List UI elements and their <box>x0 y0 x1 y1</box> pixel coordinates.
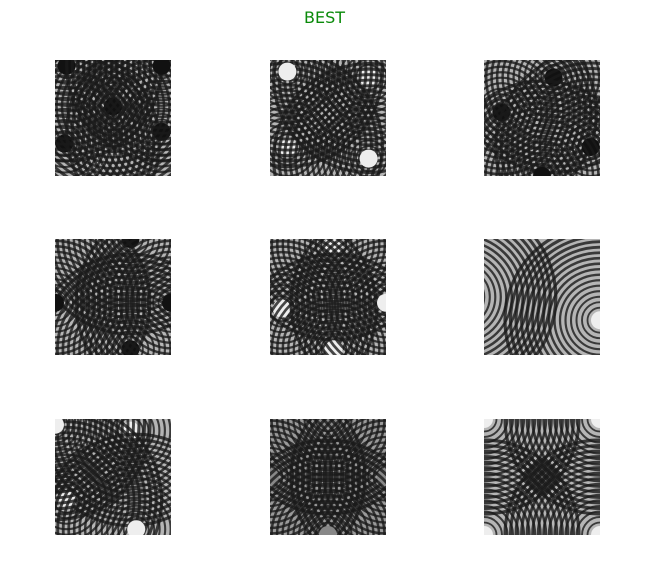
fringe-image-r2c3 <box>484 239 600 355</box>
fringe-image-r1c1 <box>55 60 171 176</box>
fringe-image-r3c1 <box>55 419 171 535</box>
fringe-image-r2c2 <box>270 239 386 355</box>
fringe-image-r2c1 <box>55 239 171 355</box>
fringe-image-r1c2 <box>270 60 386 176</box>
figure-title: BEST <box>0 8 649 28</box>
fringe-image-r3c3 <box>484 419 600 535</box>
fringe-image-r1c3 <box>484 60 600 176</box>
fringe-image-r3c2 <box>270 419 386 535</box>
